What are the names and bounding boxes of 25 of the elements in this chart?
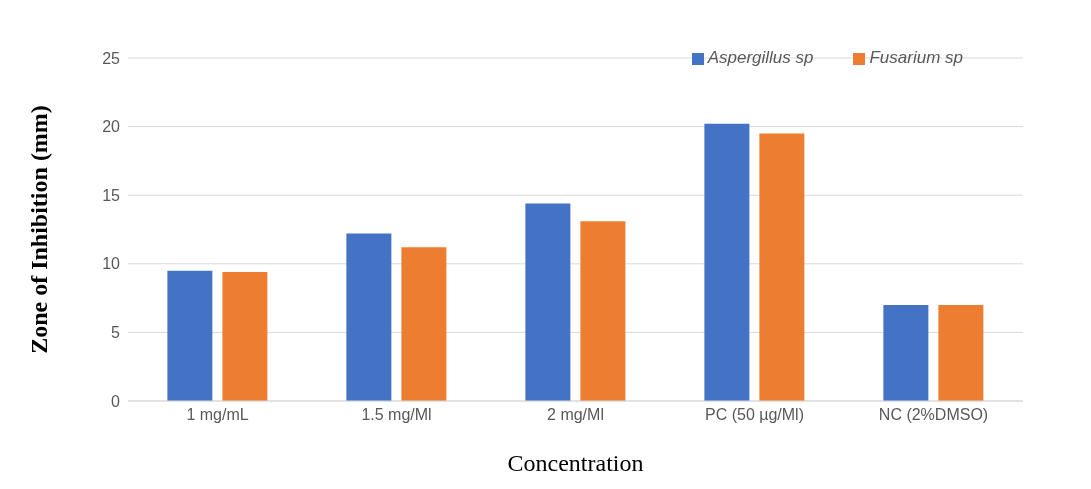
y-tick-label: 25 bbox=[102, 49, 121, 67]
legend-label: Fusarium sp bbox=[869, 48, 963, 67]
x-tick-label: PC (50 µg/Ml) bbox=[704, 406, 805, 424]
bar bbox=[222, 272, 268, 401]
bar bbox=[883, 304, 929, 401]
x-tick-label: 1 mg/mL bbox=[186, 406, 249, 424]
bar bbox=[580, 221, 626, 401]
bar bbox=[938, 304, 984, 401]
x-tick-label: 2 mg/Ml bbox=[547, 406, 604, 424]
x-tick-label: NC (2%DMSO) bbox=[878, 406, 989, 424]
x-axis-title: Concentration bbox=[507, 450, 644, 476]
y-tick-label: 10 bbox=[102, 255, 121, 273]
y-tick-label: 0 bbox=[111, 392, 121, 410]
x-tick-label: 1.5 mg/Ml bbox=[361, 406, 432, 424]
legend-label: Aspergillus sp bbox=[707, 48, 814, 67]
y-tick-label: 20 bbox=[102, 118, 121, 136]
bar bbox=[525, 203, 571, 401]
y-tick-label: 15 bbox=[102, 186, 121, 204]
y-axis-title: Zone of Inhibition (mm) bbox=[25, 105, 52, 354]
bar bbox=[346, 233, 392, 401]
bar bbox=[704, 123, 750, 401]
bar bbox=[759, 133, 805, 401]
bar bbox=[401, 247, 447, 401]
y-tick-label: 5 bbox=[111, 324, 121, 342]
bar bbox=[167, 270, 213, 401]
